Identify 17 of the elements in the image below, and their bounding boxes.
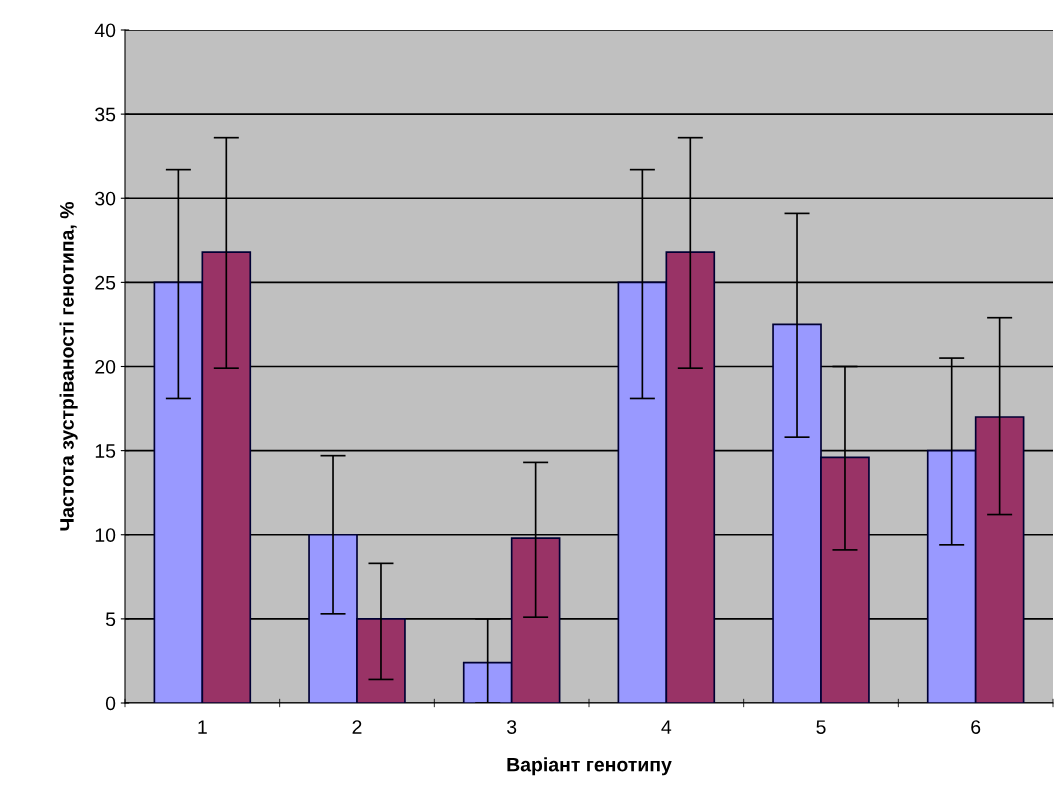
y-tick-label: 0 bbox=[105, 696, 116, 711]
x-tick-label: 6 bbox=[971, 720, 981, 734]
y-tick-label: 40 bbox=[94, 23, 116, 38]
x-tick-label: 4 bbox=[661, 720, 672, 734]
x-tick-label: 1 bbox=[198, 720, 207, 734]
y-tick-label: 35 bbox=[95, 107, 116, 122]
x-axis-title: Варіант генотипу bbox=[507, 757, 672, 776]
x-tick-label: 3 bbox=[507, 720, 517, 734]
y-tick-label: 25 bbox=[95, 275, 116, 290]
y-tick-label: 10 bbox=[95, 528, 116, 542]
y-tick-label: 5 bbox=[105, 612, 116, 627]
x-tick-label: 5 bbox=[816, 720, 826, 734]
y-tick-label: 30 bbox=[95, 191, 116, 206]
y-axis-title: Частота зустріваності генотипа, % bbox=[59, 202, 78, 531]
y-tick-label: 15 bbox=[95, 444, 116, 458]
x-tick-label: 2 bbox=[352, 720, 362, 734]
y-tick-label: 20 bbox=[95, 359, 116, 374]
